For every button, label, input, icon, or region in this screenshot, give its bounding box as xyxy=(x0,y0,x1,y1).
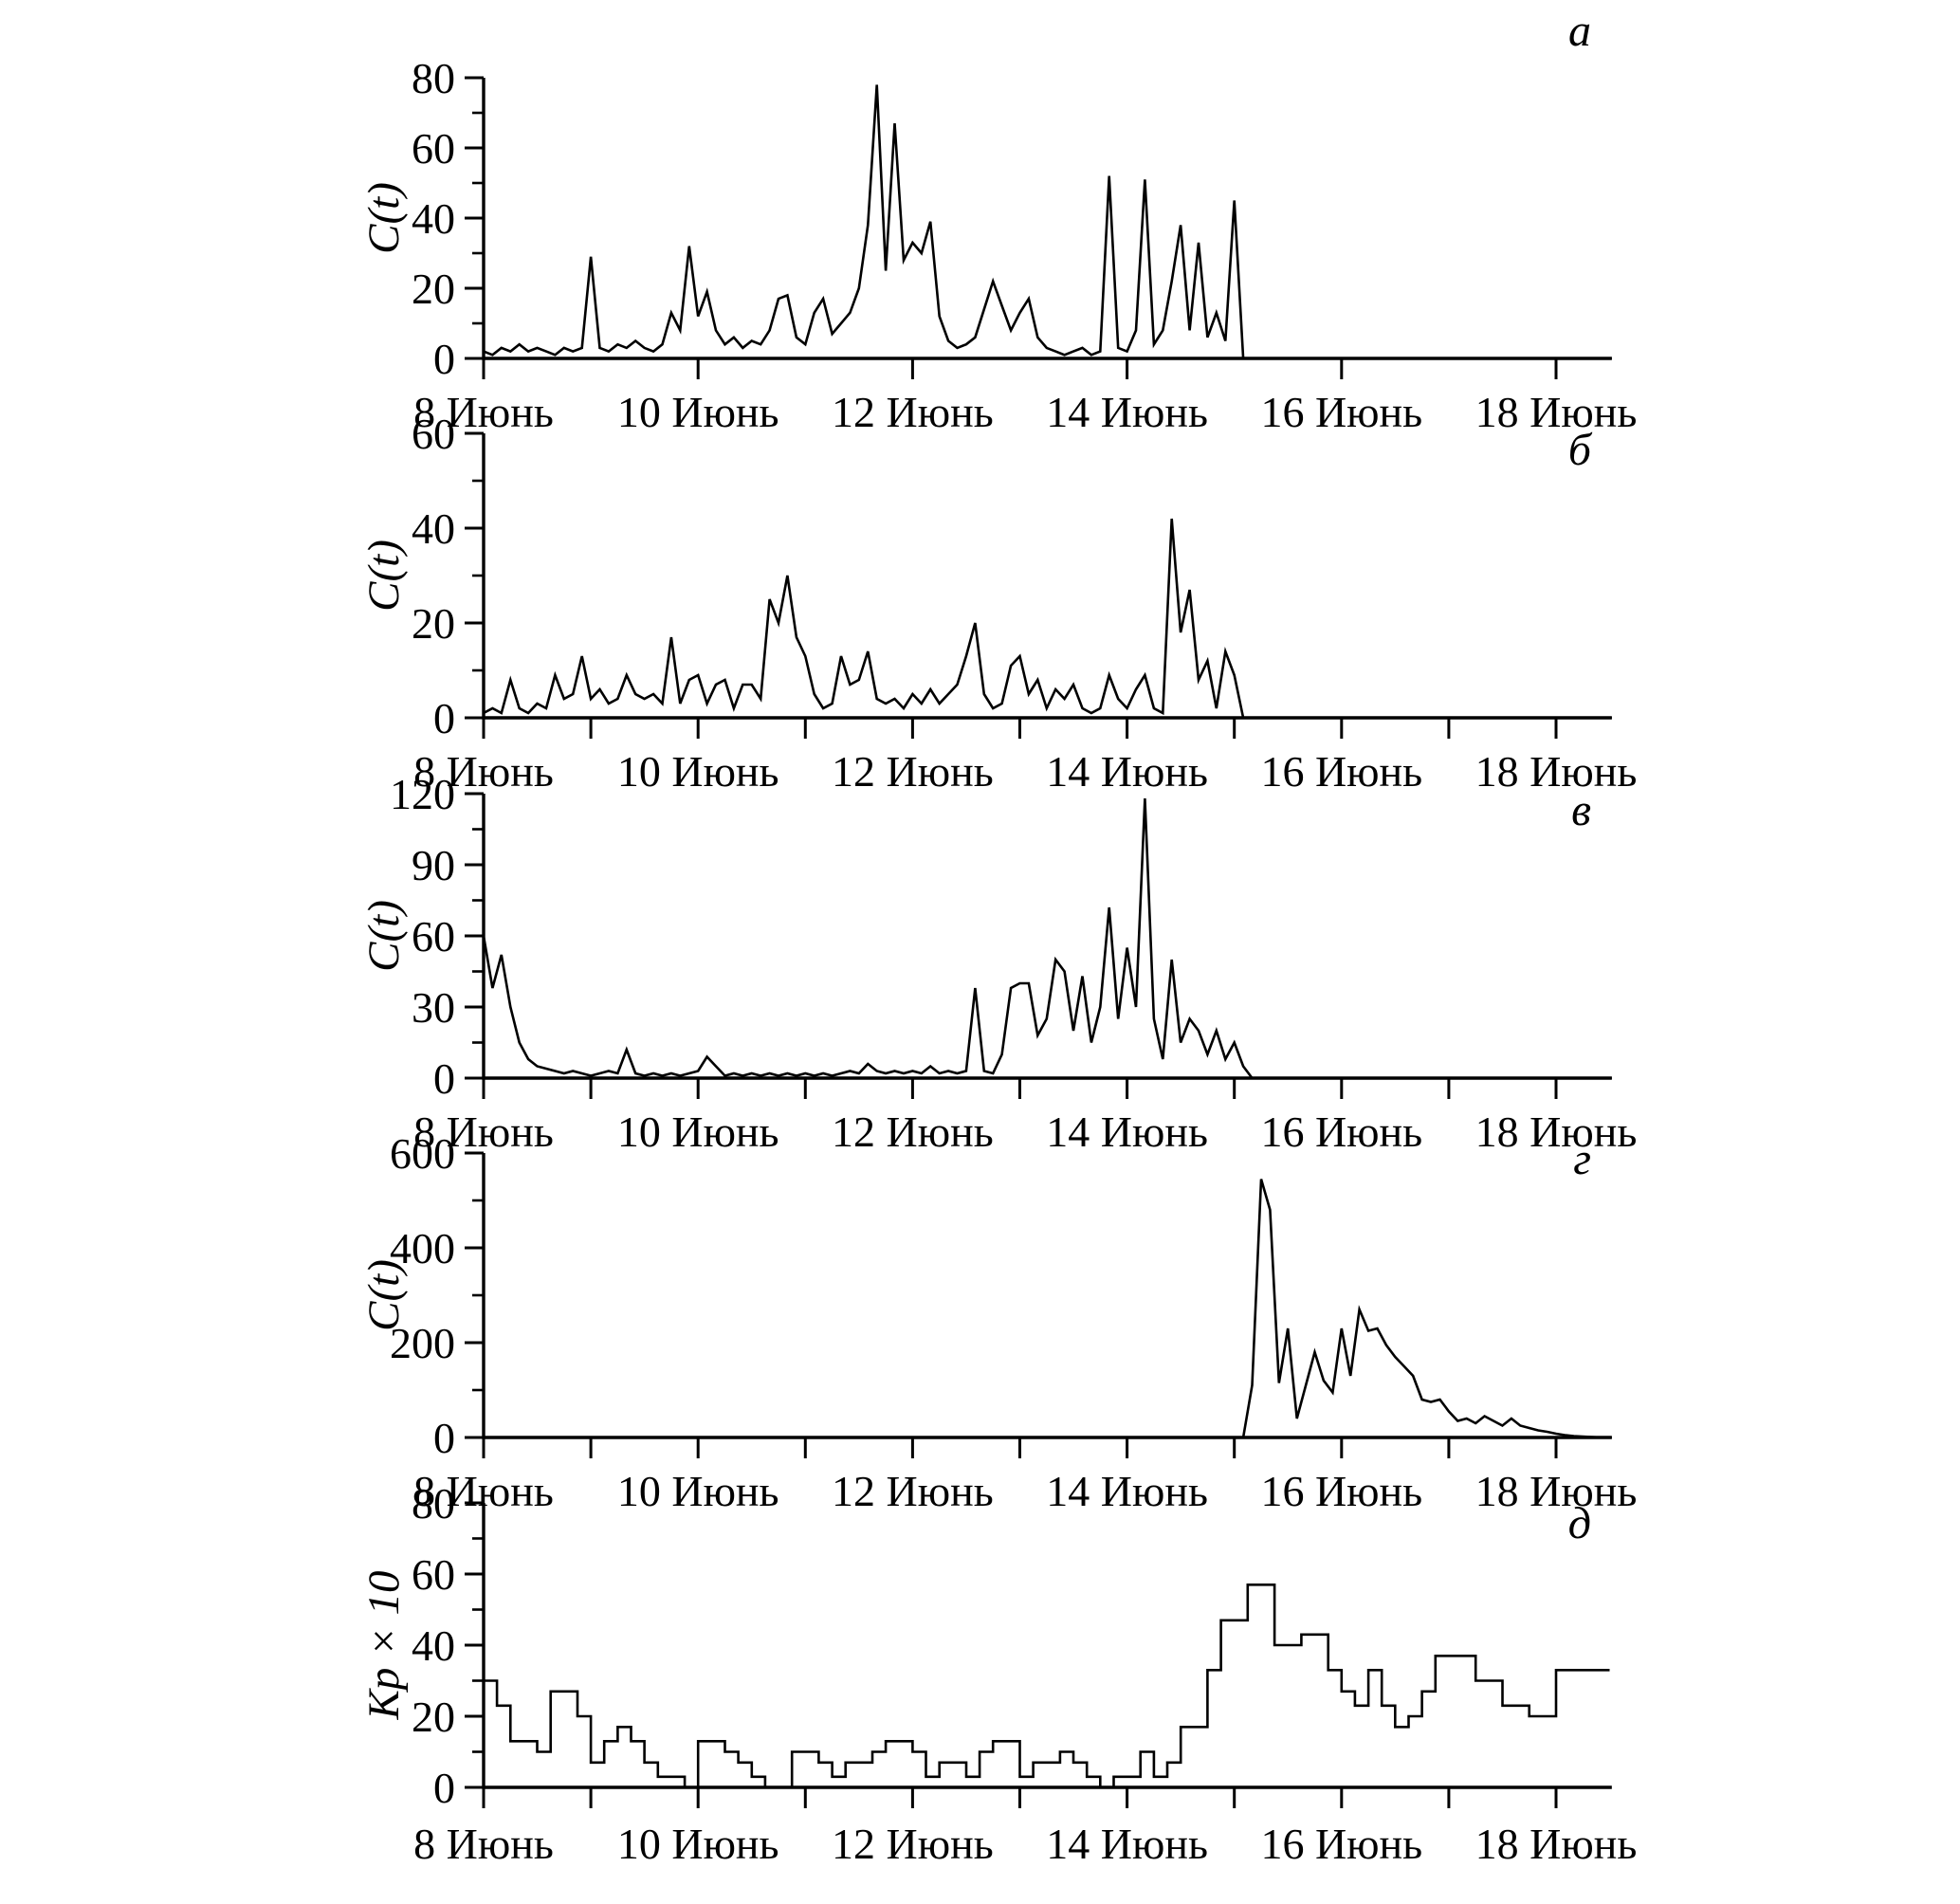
y-tick-label: 20 xyxy=(412,599,455,648)
x-tick-label: 10 Июнь xyxy=(617,1467,779,1515)
x-tick-label: 14 Июнь xyxy=(1046,1820,1208,1868)
x-tick-label: 10 Июнь xyxy=(617,747,779,796)
y-tick-label: 0 xyxy=(433,1054,455,1103)
panel-v: 0 30 60 90 120 8 Июнь 10 Июнь 12 Июнь 14 Июнь 16 … xyxy=(359,770,1637,1156)
series-line-a xyxy=(483,84,1612,360)
x-tick-label: 12 Июнь xyxy=(832,1108,994,1156)
x-tick-label: 8 Июнь xyxy=(413,1108,554,1156)
panel-letter-d: д xyxy=(1568,1498,1591,1548)
y-tick-label: 0 xyxy=(433,694,455,742)
y-tick-label: 60 xyxy=(412,124,455,173)
x-tick-label: 12 Июнь xyxy=(832,1467,994,1515)
x-tick-label: 18 Июнь xyxy=(1475,388,1638,436)
x-tick-label: 14 Июнь xyxy=(1046,1108,1208,1156)
x-tick-label: 12 Июнь xyxy=(832,1820,994,1868)
x-tick-label: 16 Июнь xyxy=(1260,388,1422,436)
x-tick-label: 16 Июнь xyxy=(1260,1467,1422,1515)
panel-b: 0 20 40 60 8 Июнь 10 Июнь 12 Июнь 14 Июнь 16 Июн… xyxy=(359,410,1637,796)
x-tick-label: 16 Июнь xyxy=(1260,747,1422,796)
y-tick-label: 0 xyxy=(433,335,455,383)
series-line-b xyxy=(483,518,1612,720)
x-tick-label: 16 Июнь xyxy=(1260,1108,1422,1156)
axes-g xyxy=(482,1153,1612,1439)
y-tick-label: 40 xyxy=(412,504,455,553)
x-tick-label: 12 Июнь xyxy=(832,747,994,796)
y-tick-label: 90 xyxy=(412,841,455,889)
x-tick-label: 10 Июнь xyxy=(617,1108,779,1156)
x-tick-label: 14 Июнь xyxy=(1046,747,1208,796)
x-tick-label: 18 Июнь xyxy=(1475,1108,1638,1156)
panel-letter-b: б xyxy=(1568,425,1593,475)
series-line-d xyxy=(484,1584,1610,1789)
y-tick-label: 120 xyxy=(390,770,455,818)
y-tick-label: 30 xyxy=(412,983,455,1032)
y-tick-label: 200 xyxy=(390,1319,455,1367)
panel-a: 0 20 40 60 80 8 Июнь 10 Июнь 12 Июнь 14 Июнь 16 И… xyxy=(359,6,1637,436)
x-tick-label: 10 Июнь xyxy=(617,1820,779,1868)
axes-b xyxy=(482,433,1612,720)
y-tick-label: 60 xyxy=(412,1550,455,1599)
y-tick-label: 60 xyxy=(412,912,455,961)
y-tick-label: 400 xyxy=(390,1224,455,1272)
y-tick-label: 20 xyxy=(412,1693,455,1741)
x-tick-label: 8 Июнь xyxy=(413,747,554,796)
x-tick-label: 14 Июнь xyxy=(1046,388,1208,436)
y-tick-label: 60 xyxy=(412,410,455,458)
x-tick-label: 12 Июнь xyxy=(832,388,994,436)
y-tick-label: 0 xyxy=(433,1414,455,1462)
y-axis-title-a: C(t) xyxy=(359,182,409,254)
series-line-v xyxy=(482,797,1612,1080)
x-tick-label: 18 Июнь xyxy=(1475,747,1638,796)
axes-v xyxy=(482,794,1612,1080)
y-axis-title-b: C(t) xyxy=(359,540,409,612)
x-tick-label: 14 Июнь xyxy=(1046,1467,1208,1515)
y-tick-label: 40 xyxy=(412,1621,455,1670)
series-line-g xyxy=(484,1179,1612,1439)
panel-letter-v: в xyxy=(1571,785,1591,835)
panel-d: 0 20 40 60 80 8 Июнь 10 Июнь 12 Июнь 14 Июнь 16 И… xyxy=(359,1479,1637,1868)
x-tick-label: 10 Июнь xyxy=(617,388,779,436)
y-axis-title-g: C(t) xyxy=(359,1259,409,1331)
x-tick-label: 8 Июнь xyxy=(413,1820,554,1868)
x-tick-label: 16 Июнь xyxy=(1260,1820,1422,1868)
y-tick-label: 0 xyxy=(433,1764,455,1812)
y-tick-label: 20 xyxy=(412,265,455,313)
panel-letter-a: а xyxy=(1568,6,1591,56)
y-axis-title-d: Kp × 10 xyxy=(359,1570,409,1720)
axes-a xyxy=(482,78,1612,360)
y-tick-label: 40 xyxy=(412,194,455,243)
axes-d xyxy=(482,1503,1612,1789)
x-tick-label: 18 Июнь xyxy=(1475,1467,1638,1515)
y-tick-label: 80 xyxy=(412,54,455,102)
panel-letter-g: г xyxy=(1573,1134,1591,1184)
x-tick-label: 18 Июнь xyxy=(1475,1820,1638,1868)
y-tick-label: 600 xyxy=(390,1129,455,1178)
x-tick-label: 8 Июнь xyxy=(413,388,554,436)
y-tick-label: 80 xyxy=(412,1479,455,1528)
y-axis-title-v: C(t) xyxy=(359,900,409,972)
